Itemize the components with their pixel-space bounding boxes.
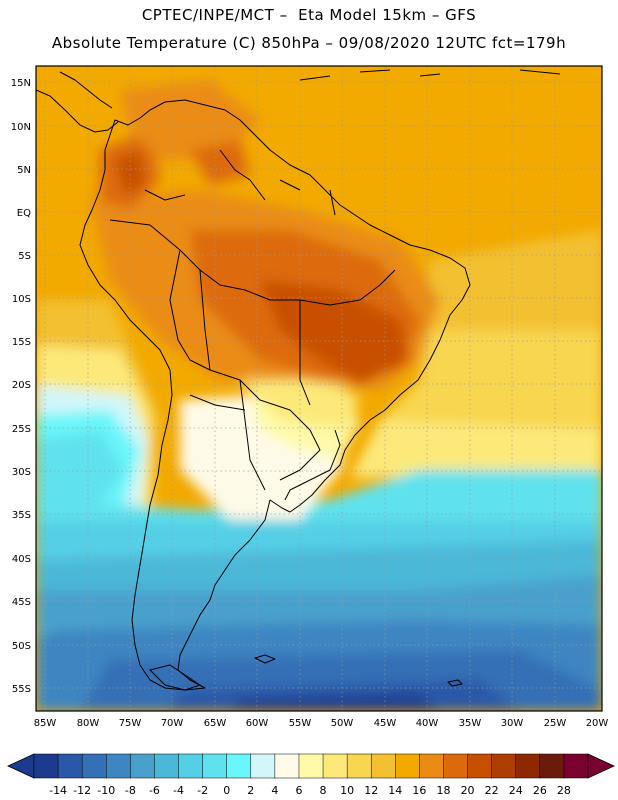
- lat-tick-label: 30S: [12, 467, 31, 478]
- colorbar-cell: [106, 753, 131, 779]
- lon-tick-label: 50W: [331, 718, 354, 729]
- colorbar-label: 12: [364, 784, 378, 797]
- colorbar-cell: [395, 753, 420, 779]
- colorbar-cell: [467, 753, 493, 779]
- colorbar-label: 14: [388, 784, 402, 797]
- longitude-axis: 85W 80W 75W 70W 65W 60W 55W 50W 45W 40W …: [34, 718, 609, 729]
- colorbar-cell: [250, 753, 276, 779]
- colorbar-label: -4: [173, 784, 184, 797]
- south-america-coastline: [79, 99, 471, 691]
- colorbar-label: 2: [247, 784, 254, 797]
- chart-title-line1: CPTEC/INPE/MCT – Eta Model 15km – GFS: [141, 6, 477, 24]
- lon-tick-label: 30W: [501, 718, 524, 729]
- colorbar-label: -8: [125, 784, 136, 797]
- colorbar-cell: [370, 753, 396, 779]
- coastlines-and-borders: [36, 69, 561, 691]
- colorbar-label: 0: [223, 784, 230, 797]
- colorbar-high-arrow: [587, 753, 615, 779]
- lat-tick-label: 55S: [12, 684, 31, 695]
- lon-tick-label: 25W: [544, 718, 567, 729]
- lon-tick-label: 55W: [289, 718, 312, 729]
- temperature-colorbar: -14 -12 -10 -8 -6 -4 -2 0 2 4 6 8 10 12 14 16 18 20 22 24 26…: [7, 753, 615, 797]
- colorbar-label: 24: [509, 784, 523, 797]
- map-frame: [35, 65, 603, 712]
- lat-tick-label: 20S: [12, 380, 31, 391]
- colorbar-low-arrow: [7, 753, 35, 779]
- colorbar-label: -6: [149, 784, 160, 797]
- chart-title-line2: Absolute Temperature (C) 850hPa – 09/08/…: [51, 34, 567, 52]
- latitude-axis: 15N 10N 5N EQ 5S 10S 15S 20S 25S 30S 35S…: [11, 78, 31, 695]
- tierra-del-fuego: [149, 664, 201, 691]
- colorbar-label: 18: [436, 784, 450, 797]
- colorbar-label: -12: [73, 784, 91, 797]
- lat-tick-label: 35S: [12, 510, 31, 521]
- lon-tick-label: 40W: [416, 718, 439, 729]
- colorbar-label: 26: [533, 784, 547, 797]
- caribbean-islands: [299, 69, 561, 81]
- colorbar-label: 6: [295, 784, 302, 797]
- temperature-field: [36, 66, 602, 711]
- colorbar-label: 10: [340, 784, 354, 797]
- colorbar-cell: [491, 753, 517, 779]
- colorbar-label: -10: [97, 784, 115, 797]
- lat-tick-label: 40S: [12, 554, 31, 565]
- colorbar-label: -14: [49, 784, 67, 797]
- colorbar-cell: [57, 753, 83, 779]
- lat-tick-label: 15N: [11, 78, 31, 89]
- colorbar-cell: [443, 753, 469, 779]
- lat-tick-label: 5S: [18, 251, 31, 262]
- lon-tick-label: 65W: [204, 718, 227, 729]
- lat-tick-label: 15S: [12, 337, 31, 348]
- lat-tick-label: 10N: [11, 122, 31, 133]
- lat-tick-label: 5N: [17, 165, 31, 176]
- colorbar-label: 28: [557, 784, 571, 797]
- colorbar-label: 4: [271, 784, 278, 797]
- colorbar-label: -2: [197, 784, 208, 797]
- colorbar-cell: [274, 753, 300, 779]
- lon-tick-label: 70W: [161, 718, 184, 729]
- colorbar-cell: [419, 753, 445, 779]
- lon-tick-label: 75W: [119, 718, 142, 729]
- colorbar-cell: [202, 753, 228, 779]
- lon-tick-label: 80W: [77, 718, 100, 729]
- south-georgia: [447, 679, 463, 687]
- lon-tick-label: 20W: [586, 718, 609, 729]
- colorbar-cell: [130, 753, 155, 779]
- colorbar-cell: [322, 753, 348, 779]
- colorbar-cell: [178, 753, 204, 779]
- lat-tick-label: 25S: [12, 424, 31, 435]
- colorbar-cell: [81, 753, 107, 779]
- lat-tick-label: 50S: [12, 641, 31, 652]
- colorbar-label: 16: [412, 784, 426, 797]
- lon-tick-label: 60W: [246, 718, 269, 729]
- colorbar-label: 20: [461, 784, 475, 797]
- country-borders: [109, 149, 396, 501]
- colorbar-cell: [298, 753, 324, 779]
- lat-tick-label: 45S: [12, 597, 31, 608]
- colorbar-cell: [346, 753, 372, 779]
- colorbar-cell: [539, 753, 565, 779]
- colorbar-cell: [515, 753, 541, 779]
- central-america-north: [59, 71, 113, 109]
- colorbar-label: 8: [320, 784, 327, 797]
- colorbar-cell: [33, 753, 59, 779]
- central-america-coastline: [36, 89, 119, 133]
- lon-tick-label: 35W: [459, 718, 482, 729]
- colorbar-cell: [154, 753, 180, 779]
- colorbar-label: 22: [485, 784, 499, 797]
- lon-tick-label: 85W: [34, 718, 57, 729]
- colorbar-cell: [563, 753, 589, 779]
- lat-tick-label: 10S: [12, 294, 31, 305]
- lon-tick-label: 45W: [374, 718, 397, 729]
- falkland-islands: [254, 654, 276, 664]
- lat-tick-label: EQ: [17, 208, 31, 219]
- colorbar-cell: [226, 753, 252, 779]
